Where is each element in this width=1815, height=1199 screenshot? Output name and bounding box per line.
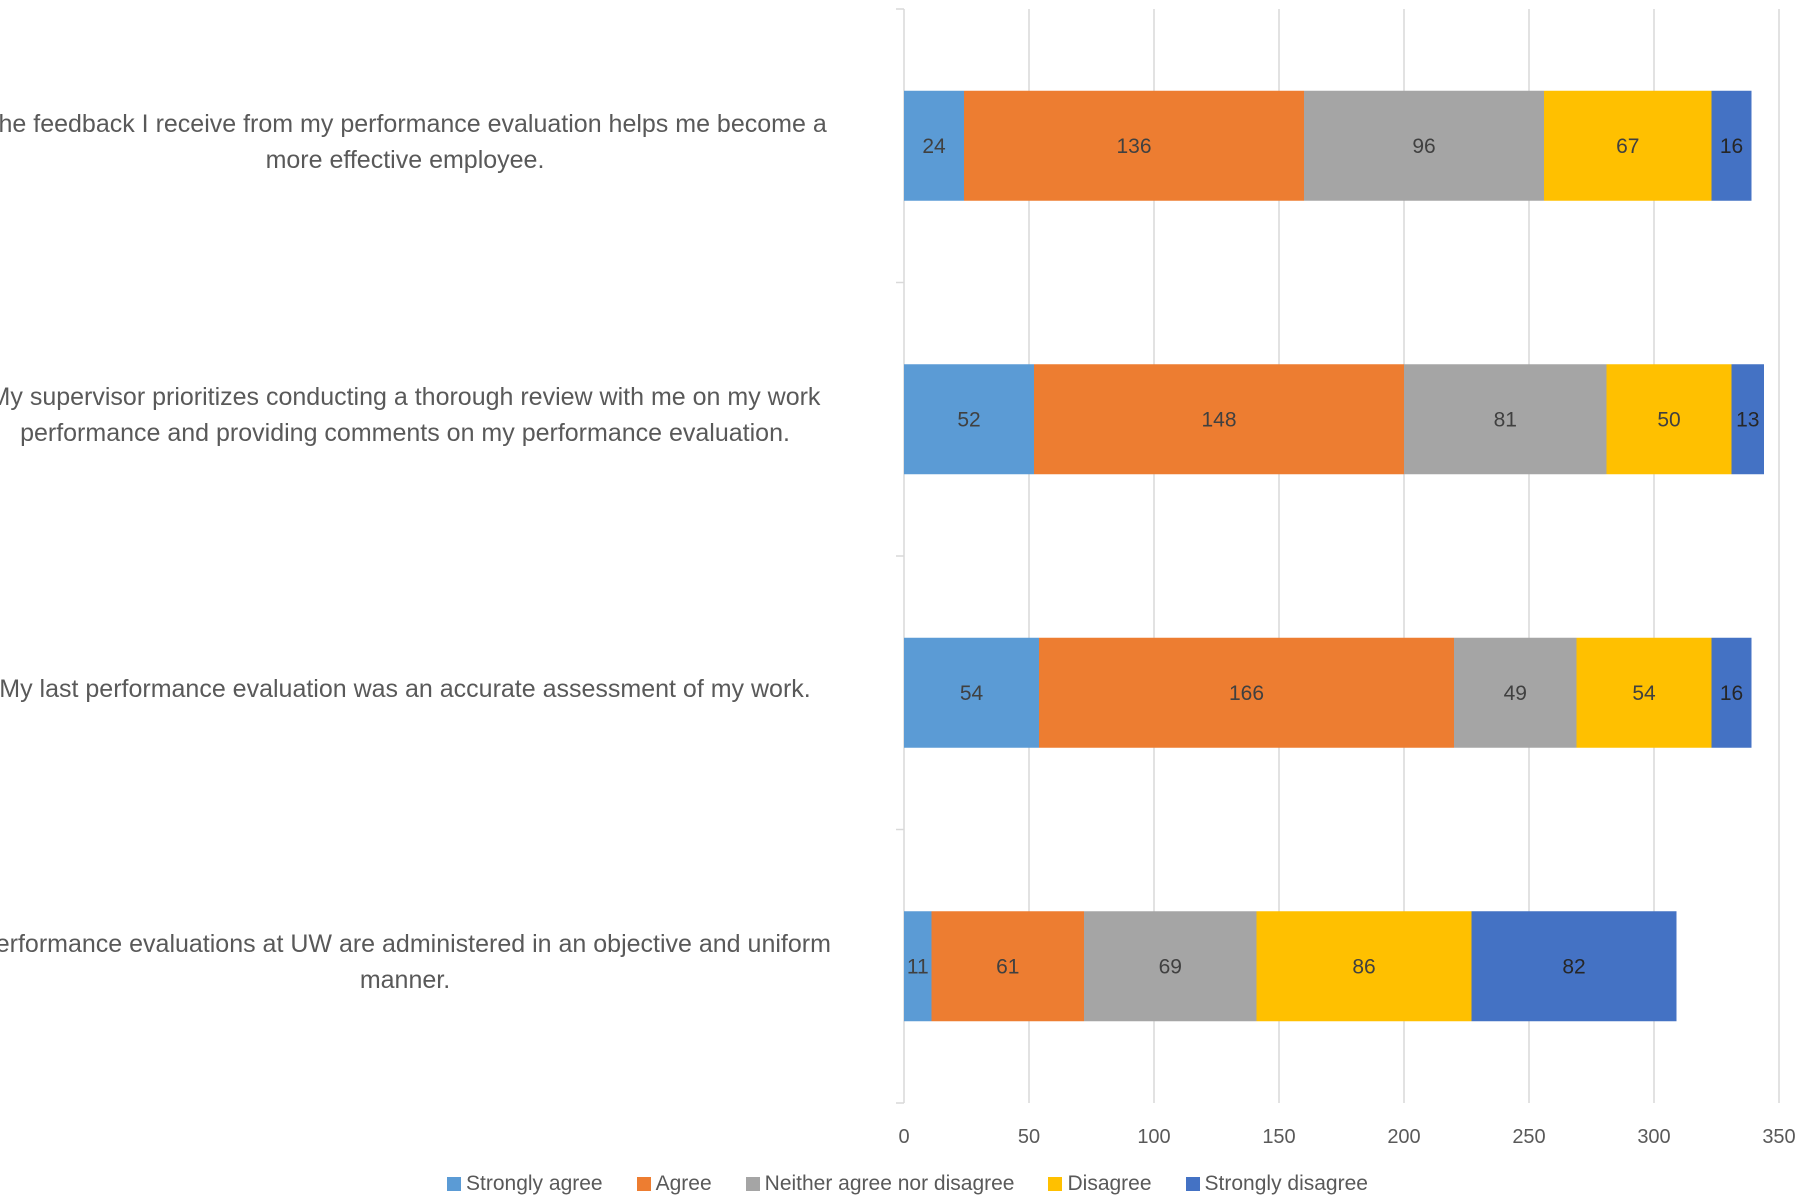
- bar-segment: [1576, 637, 1712, 748]
- bar-segment: [1711, 637, 1752, 748]
- bar-segment: [904, 911, 932, 1022]
- bar-segment: [1454, 637, 1577, 748]
- data-label: 49: [1504, 682, 1527, 705]
- x-tick-label: 350: [1762, 1126, 1795, 1148]
- bar-segment: [1304, 90, 1544, 201]
- data-label: 69: [1159, 955, 1182, 978]
- bar-segment: [1544, 90, 1712, 201]
- legend-item: Strongly disagree: [1185, 1172, 1368, 1196]
- data-label: 52: [957, 408, 980, 431]
- legend-label: Disagree: [1067, 1172, 1152, 1195]
- legend-swatch: [1048, 1177, 1063, 1191]
- legend-swatch: [636, 1177, 651, 1191]
- bar-segment: [931, 911, 1084, 1022]
- data-label: 67: [1616, 135, 1639, 158]
- bar-segment: [1039, 637, 1454, 748]
- data-label: 82: [1562, 955, 1585, 978]
- x-tick-label: 50: [1018, 1126, 1040, 1148]
- legend-item: Disagree: [1048, 1172, 1152, 1196]
- legend: Strongly agree Agree Neither agree nor dis…: [0, 1172, 1815, 1196]
- bar-segment: [1404, 364, 1607, 475]
- bar-segment: [904, 637, 1039, 748]
- legend-item: Neither agree nor disagree: [745, 1172, 1015, 1196]
- data-label: 86: [1352, 955, 1375, 978]
- bar-segment: [1471, 911, 1677, 1022]
- legend-label: Strongly disagree: [1204, 1172, 1368, 1195]
- bar-segment: [964, 90, 1304, 201]
- bar-segment: [904, 90, 964, 201]
- legend-item: Agree: [636, 1172, 712, 1196]
- x-tick-label: 200: [1387, 1126, 1420, 1148]
- data-label: 54: [1632, 682, 1656, 705]
- x-tick-label: 300: [1637, 1126, 1670, 1148]
- data-label: 54: [960, 682, 984, 705]
- category-label: Performance evaluations at UW are admini…: [0, 930, 831, 995]
- category-label: The feedback I receive from my performan…: [0, 109, 827, 174]
- legend-label: Strongly agree: [466, 1172, 603, 1195]
- data-label: 13: [1736, 408, 1759, 431]
- data-label: 11: [907, 955, 929, 978]
- bar-segment: [904, 364, 1034, 475]
- category-label: My last performance evaluation was an ac…: [0, 674, 811, 703]
- legend-swatch: [1185, 1177, 1200, 1191]
- data-label: 136: [1116, 135, 1151, 158]
- legend-swatch: [745, 1177, 760, 1191]
- legend-item: Strongly agree: [447, 1172, 603, 1196]
- legend-label: Agree: [655, 1172, 712, 1195]
- category-label: My supervisor prioritizes conducting a t…: [0, 383, 821, 448]
- data-label: 16: [1720, 135, 1743, 158]
- data-label: 50: [1657, 408, 1680, 431]
- bar-segment: [1606, 364, 1732, 475]
- data-label: 24: [922, 135, 946, 158]
- data-label: 148: [1201, 408, 1236, 431]
- data-label: 81: [1494, 408, 1517, 431]
- x-tick-label: 0: [898, 1126, 909, 1148]
- data-label: 166: [1229, 682, 1264, 705]
- x-tick-label: 100: [1137, 1126, 1170, 1148]
- x-tick-label: 250: [1512, 1126, 1545, 1148]
- legend-swatch: [447, 1177, 462, 1191]
- x-tick-label: 150: [1262, 1126, 1295, 1148]
- bar-segment: [1256, 911, 1472, 1022]
- data-label: 61: [996, 955, 1019, 978]
- bar-segment: [1731, 364, 1764, 475]
- data-label: 16: [1720, 682, 1743, 705]
- bar-segment: [1711, 90, 1752, 201]
- data-label: 96: [1412, 135, 1435, 158]
- bar-segment: [1034, 364, 1404, 475]
- legend-label: Neither agree nor disagree: [764, 1172, 1015, 1195]
- bar-segment: [1084, 911, 1257, 1022]
